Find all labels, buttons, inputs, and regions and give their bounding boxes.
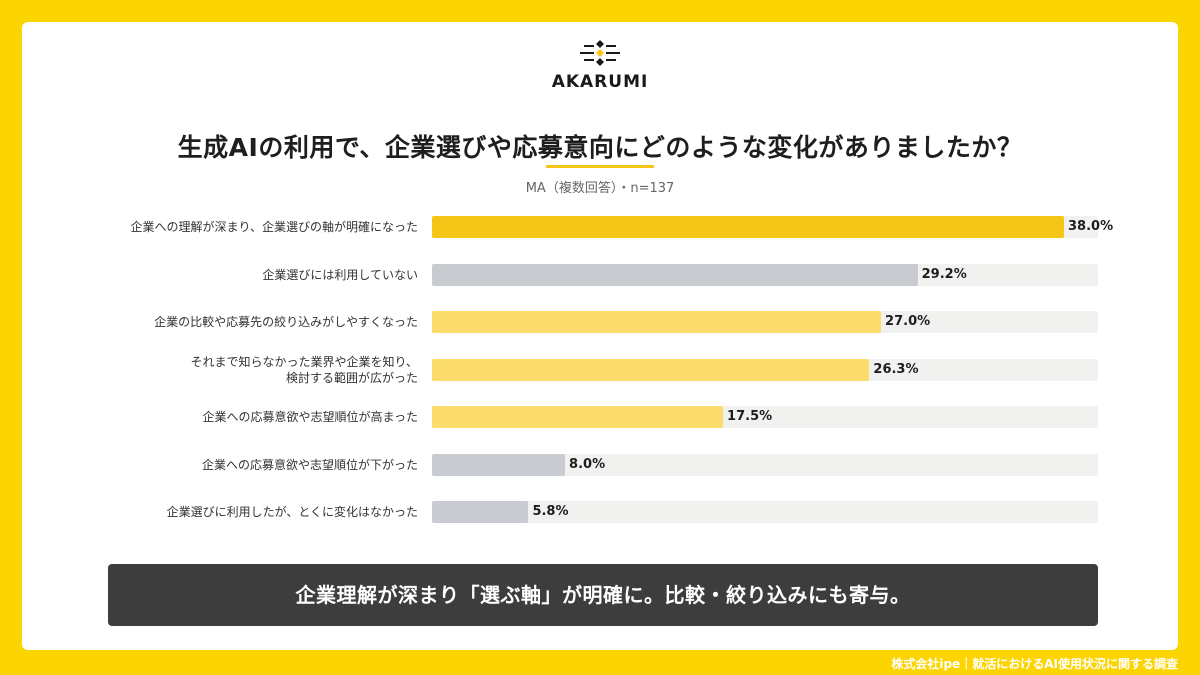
akarumi-logo-icon [580,40,620,66]
bar [432,263,918,286]
bar-chart: 企業への理解が深まり、企業選びの軸が明確になった 38.0% 企業選びには利用してい… [22,22,1178,650]
category-label: 企業選びには利用していない [262,267,418,282]
category-label: 企業への応募意欲や志望順位が下がった [201,457,418,472]
category-label: 企業への応募意欲や志望順位が高まった [202,410,418,424]
bar-track [432,501,1098,523]
bar-value-label: 27.0% [885,314,931,329]
content-card: AKARUMI 生成AIの利用で、企業選びや応募意向にどのような変化がありました… [22,22,1178,650]
bar [432,453,566,476]
bar [432,311,882,333]
category-label: 企業への理解が深まり、企業選びの軸が明確になった [130,220,418,234]
bar-value-label: 17.5% [727,409,773,424]
bar-track [432,453,1098,476]
chart-title: 生成AIの利用で、企業選びや応募意向にどのような変化がありましたか？ [177,133,1023,162]
category-label: 企業選びに利用したが、とくに変化はなかった [166,505,418,519]
bar [432,358,870,381]
brand-name: AKARUMI [551,72,649,92]
bar-value-label: 29.2% [921,266,967,282]
summary-banner: 企業理解が深まり「選ぶ軸」が明確に。比較・絞り込みにも寄与。 [108,564,1098,626]
bar [432,216,1064,238]
bar-value-label: 5.8% [532,504,569,519]
brand-logo: AKARUMI [22,40,1178,92]
bar [432,501,529,523]
chart-subtitle: MA（複数回答）・n=137 [525,181,675,196]
category-label: それまで知らなかった業界や企業を知り、 検討する範囲が広がった [190,354,418,385]
bar-value-label: 8.0% [569,456,606,472]
title-underline-decoration [546,165,654,168]
footer-credit: 株式会社ipe｜就活におけるAI使用状況に関する調査 [891,657,1178,671]
bar-value-label: 38.0% [1068,219,1114,234]
category-label: 企業の比較や応募先の絞り込みがしやすくなった [154,315,418,329]
bar [432,406,724,428]
bar-value-label: 26.3% [873,361,919,377]
